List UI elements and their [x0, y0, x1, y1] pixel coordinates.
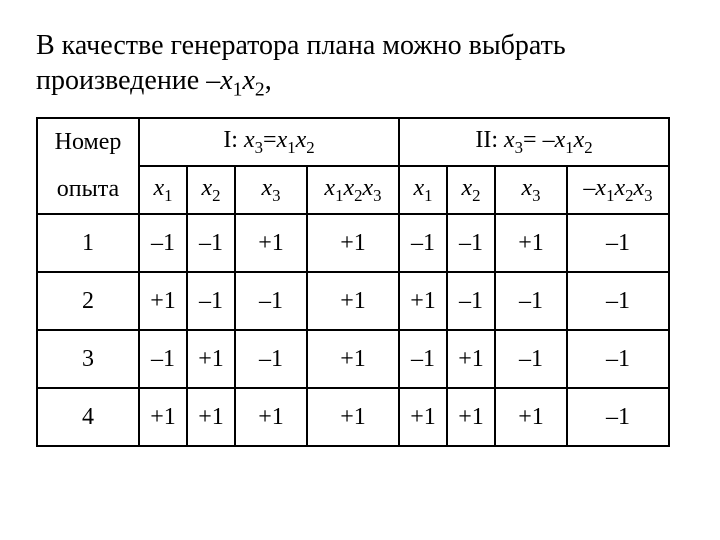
cell: +1	[495, 388, 567, 446]
table-row: 3 –1 +1 –1 +1 –1 +1 –1 –1	[37, 330, 669, 388]
group2-x1-sub: 1	[565, 137, 573, 156]
cell: +1	[187, 330, 235, 388]
cell: –1	[139, 214, 187, 272]
cell: –1	[567, 272, 669, 330]
group1-x1: x	[277, 127, 288, 153]
cell: +1	[495, 214, 567, 272]
heading-comma: ,	[265, 65, 272, 96]
group2-x3: x	[504, 127, 515, 153]
page-heading: В качестве генератора плана можно выбрат…	[36, 28, 684, 103]
heading-line2-prefix: произведение –	[36, 65, 220, 96]
cell: –1	[447, 214, 495, 272]
table-row: 1 –1 –1 +1 +1 –1 –1 +1 –1	[37, 214, 669, 272]
group1-eq: =	[263, 127, 277, 153]
group1-x1-sub: 1	[287, 137, 295, 156]
group2-x2-sub: 2	[584, 137, 592, 156]
table-row: 2 +1 –1 –1 +1 +1 –1 –1 –1	[37, 272, 669, 330]
group2-eq: = –	[523, 127, 555, 153]
row-number: 1	[37, 214, 139, 272]
group2-header: II: x3= –x1x2	[399, 118, 669, 166]
cell: –1	[567, 330, 669, 388]
cell: –1	[567, 388, 669, 446]
col2-x3: x3	[495, 166, 567, 214]
cell: –1	[399, 214, 447, 272]
cell: –1	[235, 272, 307, 330]
cell: +1	[399, 272, 447, 330]
row-number: 2	[37, 272, 139, 330]
cell: +1	[307, 330, 399, 388]
row-number: 4	[37, 388, 139, 446]
group2-x3-sub: 3	[515, 137, 523, 156]
row-header-bottom: опыта	[37, 166, 139, 214]
group2-prefix: II:	[475, 127, 504, 153]
cell: +1	[139, 272, 187, 330]
group1-x2: x	[296, 127, 307, 153]
cell: +1	[235, 214, 307, 272]
group1-x3: x	[244, 127, 255, 153]
col2-x2: x2	[447, 166, 495, 214]
cell: +1	[447, 330, 495, 388]
heading-x1: x	[220, 65, 232, 96]
cell: –1	[495, 330, 567, 388]
group1-header: I: x3=x1x2	[139, 118, 399, 166]
group1-x2-sub: 2	[306, 137, 314, 156]
cell: –1	[447, 272, 495, 330]
group1-x3-sub: 3	[255, 137, 263, 156]
row-number: 3	[37, 330, 139, 388]
heading-line1: В качестве генератора плана можно выбрат…	[36, 30, 566, 61]
cell: –1	[235, 330, 307, 388]
group2-x2: x	[574, 127, 585, 153]
cell: +1	[447, 388, 495, 446]
col2-x1: x1	[399, 166, 447, 214]
heading-x2: x	[242, 65, 254, 96]
heading-x1-sub: 1	[233, 80, 243, 101]
cell: –1	[399, 330, 447, 388]
col-x1: x1	[139, 166, 187, 214]
cell: +1	[307, 214, 399, 272]
cell: –1	[187, 272, 235, 330]
group1-prefix: I:	[223, 127, 244, 153]
group2-x1: x	[555, 127, 566, 153]
cell: –1	[567, 214, 669, 272]
cell: +1	[139, 388, 187, 446]
cell: +1	[235, 388, 307, 446]
table-row: 4 +1 +1 +1 +1 +1 +1 +1 –1	[37, 388, 669, 446]
cell: –1	[187, 214, 235, 272]
cell: –1	[495, 272, 567, 330]
col-x1x2x3: x1x2x3	[307, 166, 399, 214]
cell: +1	[399, 388, 447, 446]
cell: –1	[139, 330, 187, 388]
row-header-top: Номер	[37, 118, 139, 166]
col-x2: x2	[187, 166, 235, 214]
cell: +1	[307, 272, 399, 330]
cell: +1	[307, 388, 399, 446]
experiment-table: Номер I: x3=x1x2 II: x3= –x1x2 опыта x1 …	[36, 117, 670, 447]
heading-x2-sub: 2	[255, 80, 265, 101]
col2-neg-x1x2x3: –x1x2x3	[567, 166, 669, 214]
cell: +1	[187, 388, 235, 446]
col-x3: x3	[235, 166, 307, 214]
